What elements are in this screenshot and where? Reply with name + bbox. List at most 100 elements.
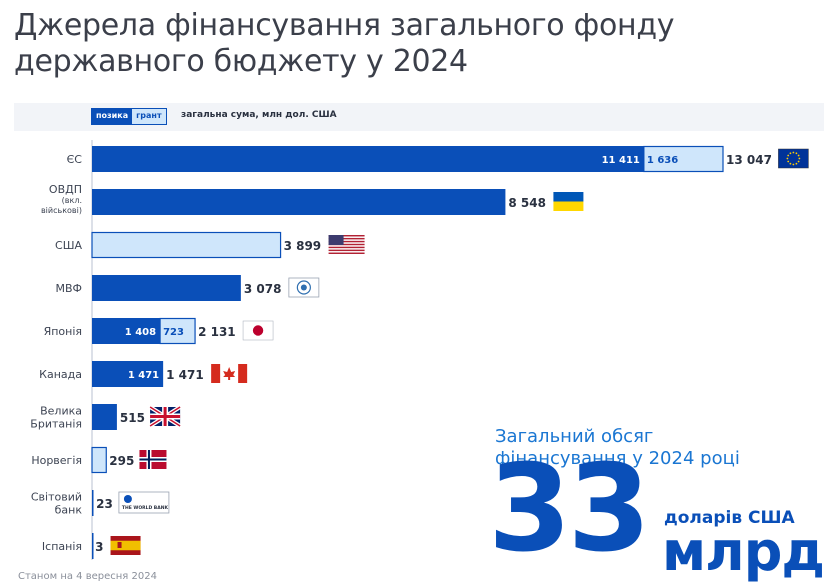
bar-loan (92, 490, 94, 516)
summary-label-line-1: Загальний обсяг (495, 426, 654, 447)
imf-logo-core (300, 284, 307, 291)
canada-flag-icon (211, 364, 248, 383)
canada-flag-left (211, 364, 221, 383)
category-label: (вкл. (62, 196, 82, 205)
category-label: Іспанія (42, 540, 82, 553)
category-label: Норвегія (31, 454, 82, 467)
eu-flag-star (787, 154, 790, 157)
total-label: 3 (95, 540, 103, 554)
bar-loan (92, 275, 241, 301)
bar-grant (91, 231, 282, 259)
category-label: військові) (41, 206, 82, 215)
usa-flag-stripe (328, 235, 365, 237)
eu-flag-star (786, 157, 789, 160)
ukraine-flag-bottom (553, 201, 584, 211)
summary-scale: млрд (662, 520, 825, 583)
spain-flag-icon (110, 536, 141, 555)
world-bank-logo-text: THE WORLD BANK (122, 505, 169, 511)
usa-flag-canton (328, 235, 344, 245)
imf-logo-icon (288, 277, 320, 298)
world-bank-logo-globe (123, 495, 132, 503)
eu-flag-star (798, 157, 801, 160)
canada-flag-leaf (223, 367, 236, 380)
eu-flag-star (792, 163, 795, 166)
eu-flag-star (789, 152, 792, 155)
ukraine-flag-top (553, 192, 584, 202)
usa-flag-stripe (328, 246, 365, 249)
total-label: 8 548 (508, 196, 546, 210)
bar-loan (92, 404, 117, 430)
total-label: 1 471 (166, 368, 204, 382)
total-label: 515 (120, 411, 145, 425)
usa-flag-stripe (328, 237, 365, 240)
uk-flag-cross-h-red (150, 415, 181, 418)
data-label-loan: 1 408 (125, 327, 156, 338)
bar-loan (92, 146, 644, 172)
category-label: Японія (44, 325, 82, 338)
spain-flag-emblem (117, 542, 122, 548)
summary-unit: доларів США (664, 508, 795, 528)
category-label: ОВДП (49, 183, 82, 196)
uk-flag-icon (149, 405, 182, 428)
japan-flag-sun (252, 325, 264, 336)
canada-flag-right (238, 364, 248, 383)
data-label-grant: 1 636 (647, 155, 678, 166)
bar-loan (92, 533, 94, 559)
category-label: Велика (40, 405, 82, 418)
japan-flag-icon (242, 320, 274, 341)
eu-flag-field (778, 148, 809, 169)
total-label: 23 (96, 497, 113, 511)
eu-flag-star (792, 151, 795, 154)
title-line-2: державного бюджету у 2024 (14, 44, 468, 79)
usa-flag-icon (328, 235, 365, 254)
usa-flag-stripe (328, 252, 365, 254)
footnote: Станом на 4 вересня 2024 (18, 571, 157, 582)
ukraine-flag-icon (553, 192, 584, 211)
data-label-loan: 11 411 (602, 155, 640, 166)
legend-note: загальна сума, млн дол. США (181, 110, 337, 120)
category-label: Британія (30, 418, 82, 431)
imf-logo-ring (296, 280, 311, 295)
total-label: 295 (109, 454, 134, 468)
bar-loan (92, 361, 164, 387)
usa-flag-stripe (328, 249, 365, 252)
bar-loan (92, 318, 161, 344)
bar-grant (643, 145, 724, 173)
world-bank-logo-icon: THE WORLD BANK (118, 491, 170, 514)
category-label: МВФ (55, 282, 82, 295)
total-label: 3 078 (244, 282, 282, 296)
usa-flag-stripe (328, 243, 365, 246)
category-label: Світовий (31, 491, 82, 504)
data-label-grant: 723 (163, 327, 184, 338)
norway-flag-icon (139, 450, 167, 469)
bar-loan (92, 189, 506, 215)
usa-flag-stripe (328, 240, 365, 243)
eu-flag-star (787, 160, 790, 163)
summary-value: 33 (488, 440, 651, 579)
total-label: 3 899 (284, 239, 322, 253)
legend: позика грант (91, 108, 167, 125)
summary-label: Загальний обсяг фінансування у 2024 році (495, 426, 740, 470)
total-label: 13 047 (726, 153, 772, 167)
eu-flag-star (795, 152, 798, 155)
data-label-loan: 1 471 (128, 370, 159, 381)
bar-grant (91, 446, 107, 474)
page-title: Джерела фінансування загального фонду де… (14, 8, 814, 80)
title-line-1: Джерела фінансування загального фонду (14, 8, 675, 43)
total-label: 2 131 (198, 325, 236, 339)
eu-flag-icon (778, 148, 809, 169)
norway-flag-inner-h (139, 458, 167, 461)
eu-flag-star (797, 160, 800, 163)
category-label: банк (55, 504, 83, 517)
legend-grant: грант (132, 109, 166, 124)
legend-loan: позика (92, 109, 133, 124)
eu-flag-star (789, 162, 792, 165)
category-label: США (55, 239, 82, 252)
category-label: Канада (39, 368, 82, 381)
category-label: ЄС (67, 153, 83, 166)
eu-flag-star (795, 162, 798, 165)
summary-label-line-2: фінансування у 2024 році (495, 448, 740, 469)
bar-grant (159, 317, 196, 345)
spain-flag-band (110, 540, 141, 551)
